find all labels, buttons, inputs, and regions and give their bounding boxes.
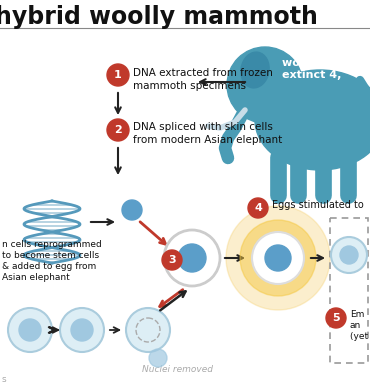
Circle shape [248, 198, 268, 218]
Circle shape [162, 250, 182, 270]
Circle shape [164, 230, 220, 286]
Text: Eggs stimulated to: Eggs stimulated to [272, 200, 364, 210]
Circle shape [265, 245, 291, 271]
Circle shape [60, 308, 104, 352]
Circle shape [8, 308, 52, 352]
Text: woolly ma
extinct 4,: woolly ma extinct 4, [282, 58, 345, 80]
Text: hybrid woolly mammoth: hybrid woolly mammoth [0, 5, 318, 29]
Circle shape [252, 232, 304, 284]
Circle shape [122, 200, 142, 220]
Circle shape [240, 220, 316, 296]
Ellipse shape [241, 52, 269, 88]
Circle shape [107, 64, 129, 86]
Circle shape [149, 349, 167, 367]
Text: n cells reprogrammed
to become stem cells
& added to egg from
Asian elephant: n cells reprogrammed to become stem cell… [2, 240, 102, 282]
Circle shape [227, 47, 303, 123]
Circle shape [226, 206, 330, 310]
Text: s: s [2, 375, 7, 383]
Text: DNA spliced with skin cells
from modern Asian elephant: DNA spliced with skin cells from modern … [133, 122, 282, 145]
Ellipse shape [255, 70, 370, 170]
Text: 5: 5 [332, 313, 340, 323]
Text: 4: 4 [254, 203, 262, 213]
Circle shape [178, 244, 206, 272]
Text: 3: 3 [168, 255, 176, 265]
Text: DNA extracted from frozen
mammoth specimens: DNA extracted from frozen mammoth specim… [133, 68, 273, 91]
Text: Em
an
(yet t: Em an (yet t [350, 310, 370, 341]
Circle shape [19, 319, 41, 341]
Circle shape [71, 319, 93, 341]
Circle shape [331, 237, 367, 273]
Circle shape [340, 246, 358, 264]
Text: 2: 2 [114, 125, 122, 135]
Text: 1: 1 [114, 70, 122, 80]
Circle shape [126, 308, 170, 352]
Circle shape [326, 308, 346, 328]
Text: Nuclei removed: Nuclei removed [142, 365, 213, 374]
Circle shape [107, 119, 129, 141]
